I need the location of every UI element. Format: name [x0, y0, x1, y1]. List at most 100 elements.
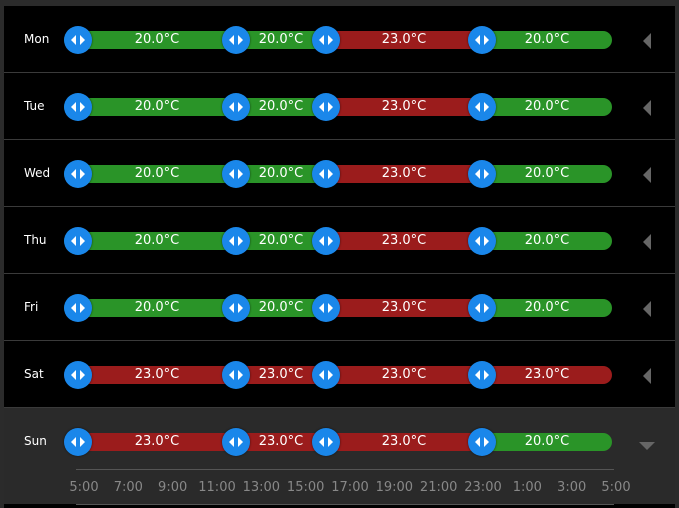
temperature-label: 23.0°C [381, 434, 427, 449]
schedule-row-fri: Fri 20.0°C 20.0°C 23.0°C 20.0°C [4, 274, 675, 341]
temperature-segment[interactable]: 20.0°C [236, 165, 326, 183]
temperature-segment[interactable]: 23.0°C [482, 366, 612, 384]
temperature-segment[interactable]: 20.0°C [482, 31, 612, 49]
temperature-segment[interactable]: 23.0°C [236, 433, 326, 451]
schedule-row-tue: Tue 20.0°C 20.0°C 23.0°C 20.0°C [4, 73, 675, 140]
time-tick-label: 3:00 [557, 480, 587, 495]
drag-handle[interactable] [312, 93, 340, 121]
temperature-segment[interactable]: 23.0°C [326, 98, 482, 116]
temperature-segment[interactable]: 20.0°C [236, 98, 326, 116]
temperature-segment[interactable]: 23.0°C [64, 366, 236, 384]
drag-handle[interactable] [222, 428, 250, 456]
drag-handle[interactable] [64, 93, 92, 121]
time-tick-label: 11:00 [198, 480, 236, 495]
temperature-segment[interactable]: 20.0°C [236, 232, 326, 250]
collapse-caret-icon[interactable] [639, 437, 655, 456]
temperature-segment[interactable]: 23.0°C [326, 366, 482, 384]
time-tick-label: 17:00 [331, 480, 369, 495]
drag-handle[interactable] [468, 428, 496, 456]
temperature-label: 20.0°C [524, 166, 570, 181]
temperature-segment[interactable]: 23.0°C [326, 433, 482, 451]
expand-caret-icon[interactable] [643, 100, 653, 120]
drag-handle[interactable] [312, 26, 340, 54]
temperature-segment[interactable]: 20.0°C [482, 98, 612, 116]
temperature-segment[interactable]: 23.0°C [236, 366, 326, 384]
drag-handle[interactable] [468, 160, 496, 188]
drag-handle[interactable] [64, 160, 92, 188]
time-tick-label: 1:00 [512, 480, 542, 495]
temperature-segment[interactable]: 20.0°C [64, 98, 236, 116]
temperature-segment[interactable]: 20.0°C [482, 165, 612, 183]
drag-handle[interactable] [222, 93, 250, 121]
time-tick-label: 9:00 [158, 480, 188, 495]
temperature-label: 23.0°C [134, 434, 180, 449]
time-tick-label: 5:00 [69, 480, 99, 495]
temperature-label: 20.0°C [134, 233, 180, 248]
left-right-arrows-icon [229, 35, 243, 45]
temperature-segment[interactable]: 23.0°C [64, 433, 236, 451]
expand-caret-icon[interactable] [643, 234, 653, 254]
expand-caret-icon[interactable] [643, 301, 653, 321]
left-right-arrows-icon [71, 437, 85, 447]
left-right-arrows-icon [319, 169, 333, 179]
temperature-segment[interactable]: 20.0°C [482, 433, 612, 451]
temperature-label: 20.0°C [524, 99, 570, 114]
left-right-arrows-icon [229, 102, 243, 112]
temperature-label: 20.0°C [258, 166, 304, 181]
expand-caret-icon[interactable] [643, 368, 653, 388]
drag-handle[interactable] [222, 26, 250, 54]
drag-handle[interactable] [312, 227, 340, 255]
temperature-segment[interactable]: 20.0°C [64, 299, 236, 317]
temperature-label: 23.0°C [381, 99, 427, 114]
temperature-segment[interactable]: 20.0°C [482, 232, 612, 250]
left-right-arrows-icon [475, 370, 489, 380]
left-right-arrows-icon [229, 370, 243, 380]
left-right-arrows-icon [475, 35, 489, 45]
temperature-label: 20.0°C [258, 32, 304, 47]
temperature-segment[interactable]: 20.0°C [64, 31, 236, 49]
temperature-segment[interactable]: 20.0°C [64, 232, 236, 250]
drag-handle[interactable] [468, 294, 496, 322]
drag-handle[interactable] [312, 294, 340, 322]
drag-handle[interactable] [222, 227, 250, 255]
drag-handle[interactable] [312, 361, 340, 389]
drag-handle[interactable] [64, 428, 92, 456]
drag-handle[interactable] [222, 160, 250, 188]
time-axis-top-line [76, 469, 614, 470]
expand-caret-icon[interactable] [643, 33, 653, 53]
day-label: Sat [24, 367, 44, 381]
time-tick-label: 13:00 [242, 480, 281, 495]
temperature-segment[interactable]: 23.0°C [326, 31, 482, 49]
left-right-arrows-icon [229, 303, 243, 313]
drag-handle[interactable] [468, 26, 496, 54]
temperature-segment[interactable]: 23.0°C [326, 232, 482, 250]
temperature-label: 20.0°C [134, 99, 180, 114]
left-right-arrows-icon [71, 303, 85, 313]
drag-handle[interactable] [312, 428, 340, 456]
drag-handle[interactable] [222, 361, 250, 389]
temperature-segment[interactable]: 20.0°C [482, 299, 612, 317]
drag-handle[interactable] [312, 160, 340, 188]
temperature-segment[interactable]: 20.0°C [236, 31, 326, 49]
drag-handle[interactable] [64, 227, 92, 255]
drag-handle[interactable] [222, 294, 250, 322]
drag-handle[interactable] [468, 361, 496, 389]
drag-handle[interactable] [64, 26, 92, 54]
drag-handle[interactable] [468, 93, 496, 121]
drag-handle[interactable] [64, 294, 92, 322]
temperature-segment[interactable]: 20.0°C [236, 299, 326, 317]
temperature-segment[interactable]: 20.0°C [64, 165, 236, 183]
temperature-label: 20.0°C [258, 233, 304, 248]
temperature-label: 20.0°C [524, 233, 570, 248]
drag-handle[interactable] [64, 361, 92, 389]
expand-caret-icon[interactable] [643, 167, 653, 187]
schedule-row-thu: Thu 20.0°C 20.0°C 23.0°C 20.0°C [4, 207, 675, 274]
drag-handle[interactable] [468, 227, 496, 255]
schedule-row-mon: Mon 20.0°C 20.0°C 23.0°C 20.0°C [4, 6, 675, 73]
day-label: Thu [24, 233, 47, 247]
temperature-segment[interactable]: 23.0°C [326, 299, 482, 317]
time-tick-label: 19:00 [375, 480, 414, 495]
temperature-segment[interactable]: 23.0°C [326, 165, 482, 183]
temperature-label: 23.0°C [381, 233, 427, 248]
day-label: Fri [24, 300, 39, 314]
